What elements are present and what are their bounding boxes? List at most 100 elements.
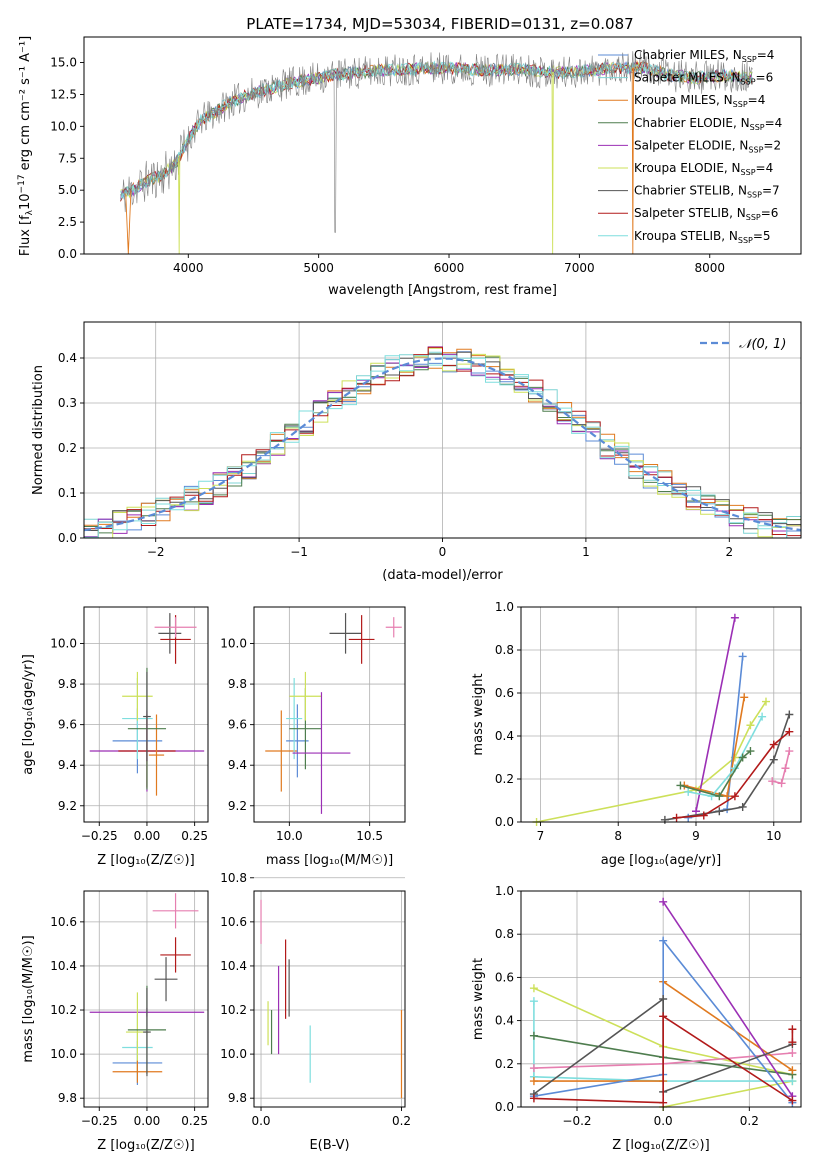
- error-bar-point: [385, 617, 402, 638]
- mass_vs_Z-panel: −0.25 0.00 0.25 9.8 10.0 10.2 10.4 10.6 Z [log₁₀…: [21, 890, 209, 1153]
- weight-marker: [758, 712, 767, 721]
- weight-marker: [781, 764, 790, 773]
- x-tick-label: 10.5: [356, 829, 383, 843]
- x-tick-label: 10.0: [276, 829, 303, 843]
- residuals-panel: −2 −1 0 1 2 0.0 0.1 0.2 0.3 0.4 𝒩(0, 1) (data-model…: [31, 321, 802, 583]
- x-tick-label: 8000: [694, 261, 725, 275]
- weight-marker: [788, 1025, 797, 1034]
- y-tick-label: 0.6: [495, 970, 514, 984]
- weight-line: [680, 750, 751, 798]
- axes-frame: [83, 36, 802, 255]
- weight_vs_age-y-label: mass weight: [471, 673, 486, 755]
- y-tick-label: 0.4: [58, 351, 77, 365]
- y-tick-label: 0.8: [495, 927, 514, 941]
- weight_vs_age-panel: 7 8 9 10 0.0 0.2 0.4 0.6 0.8 1.0 age [log₁₀(age/yr…: [471, 600, 802, 868]
- spectrum-gap-line: [551, 72, 554, 254]
- weight-marker: [659, 1098, 668, 1107]
- weight-line: [772, 750, 791, 785]
- weight-marker: [730, 613, 739, 622]
- spectrum-gap-line: [125, 190, 132, 254]
- y-tick-label: 0.8: [495, 643, 514, 657]
- weight-marker: [768, 777, 777, 786]
- weight-marker: [785, 710, 794, 719]
- mass_vs_EBV-panel: 0.0 0.2 9.8 10.0 10.2 10.4 10.6 10.8 E(B-V): [220, 871, 411, 1153]
- weight-marker: [676, 781, 685, 790]
- weight-marker: [529, 984, 538, 993]
- axes-frame: [83, 890, 209, 1108]
- weight-marker: [788, 1049, 797, 1057]
- y-tick-label: 10.8: [220, 871, 247, 885]
- weight_vs_age-x-label: age [log₁₀(age/yr)]: [601, 853, 722, 868]
- weight-marker: [738, 802, 747, 811]
- x-tick-label: 1: [582, 545, 590, 559]
- x-tick-label: −1: [290, 545, 308, 559]
- y-tick-label: 10.4: [220, 959, 247, 973]
- spectrum-legend: Chabrier MILES, NSSP=4 Salpeter MILES, NS…: [598, 48, 782, 245]
- x-tick-label: 0.00: [134, 1114, 161, 1128]
- legend-entry: Salpeter ELODIE, NSSP=2: [634, 138, 781, 154]
- residuals-x-label: (data-model)/error: [382, 568, 503, 583]
- age_vs_Z-y-label: age [log₁₀(age/yr)]: [21, 654, 36, 775]
- x-tick-label: −2: [147, 545, 165, 559]
- weight-marker: [738, 753, 747, 762]
- y-tick-label: 9.6: [228, 718, 247, 732]
- y-tick-label: 9.6: [58, 718, 77, 732]
- x-tick-label: −0.25: [81, 1114, 118, 1128]
- weight-marker: [777, 779, 786, 788]
- weight_vs_Z-panel: −0.2 0.0 0.2 0.0 0.2 0.4 0.6 0.8 1.0 Z [log₁₀(Z/Z…: [471, 884, 802, 1153]
- y-tick-label: 12.5: [50, 87, 77, 101]
- x-tick-label: 6000: [434, 261, 465, 275]
- error-bar-point: [286, 677, 303, 760]
- age_vs_mass-x-label: mass [log₁₀(M/M☉)]: [266, 853, 393, 868]
- y-tick-label: 10.2: [50, 1003, 77, 1017]
- y-tick-label: 0.0: [495, 815, 514, 829]
- y-tick-label: 0.0: [58, 247, 77, 261]
- legend-entry: Chabrier ELODIE, NSSP=4: [634, 116, 782, 132]
- figure-title: PLATE=1734, MJD=53034, FIBERID=0131, z=0…: [246, 15, 633, 33]
- error-bar-point: [289, 671, 322, 721]
- y-tick-label: 9.8: [228, 677, 247, 691]
- weight-marker: [715, 792, 724, 801]
- x-tick-label: −0.25: [81, 829, 118, 843]
- y-tick-label: 0.2: [495, 1057, 514, 1071]
- y-tick-label: 10.4: [50, 959, 77, 973]
- x-tick-label: 0.2: [392, 1114, 411, 1128]
- weight-marker: [788, 1038, 797, 1047]
- y-tick-label: 0.6: [495, 686, 514, 700]
- y-tick-label: 15.0: [50, 56, 77, 70]
- x-tick-label: 8: [614, 829, 622, 843]
- weight-marker: [659, 936, 668, 945]
- legend-entry: Salpeter STELIB, NSSP=6: [634, 206, 778, 222]
- x-tick-label: 0: [439, 545, 447, 559]
- y-tick-label: 0.4: [495, 729, 514, 743]
- weight-marker: [762, 697, 770, 706]
- mass_vs_EBV-x-label: E(B-V): [309, 1138, 349, 1153]
- axes-frame: [83, 606, 209, 823]
- age_vs_mass-panel: 10.0 10.5 9.2 9.4 9.6 9.8 10.0 mass [log₁₀(M/M☉…: [220, 606, 406, 868]
- y-tick-label: 10.0: [50, 1047, 77, 1061]
- x-tick-label: 7: [537, 829, 545, 843]
- weight_vs_Z-y-label: mass weight: [471, 958, 486, 1040]
- legend-entry: Chabrier MILES, NSSP=4: [634, 48, 774, 64]
- weight-line: [662, 901, 794, 1097]
- x-tick-label: 0.0: [251, 1114, 270, 1128]
- y-tick-label: 7.5: [58, 151, 77, 165]
- weight-line: [684, 697, 745, 798]
- weight-marker: [659, 995, 668, 1003]
- weight-marker: [529, 1031, 538, 1040]
- mass_vs_Z-x-label: Z [log₁₀(Z/Z☉)]: [97, 1138, 194, 1153]
- age_vs_Z-panel: −0.25 0.00 0.25 9.2 9.4 9.6 9.8 10.0 Z [log₁₀(Z/…: [21, 606, 209, 868]
- weight-marker: [730, 792, 739, 801]
- error-bar-point: [292, 692, 351, 814]
- x-tick-label: 10: [766, 829, 781, 843]
- error-bar-point: [122, 671, 153, 721]
- mass_vs_Z-y-label: mass [log₁₀(M/M☉)]: [21, 935, 36, 1062]
- y-tick-label: 9.4: [228, 758, 247, 772]
- error-bar-point: [160, 937, 191, 973]
- y-tick-label: 10.0: [220, 637, 247, 651]
- spectrum-y-label: Flux [fλ10−17 erg cm cm⁻² s⁻¹ A⁻¹]: [17, 36, 35, 256]
- error-bar-point: [265, 710, 298, 792]
- error-bar-point: [348, 615, 375, 664]
- error-bar-point: [112, 1060, 163, 1083]
